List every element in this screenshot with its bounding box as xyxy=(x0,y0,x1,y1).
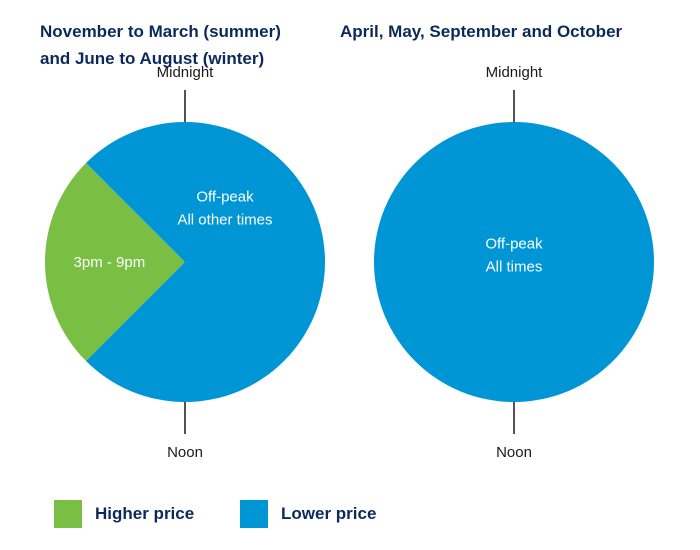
legend-label-lower: Lower price xyxy=(281,504,377,523)
slice-label-right-0-0: Off-peak xyxy=(485,236,543,253)
chart-title-right-line-1: April, May, September and October xyxy=(340,22,623,41)
pie-chart-right: Off-peak All times Midnight Noon xyxy=(374,64,654,461)
midnight-label-left: Midnight xyxy=(157,64,215,81)
noon-label-left: Noon xyxy=(167,444,203,461)
legend-label-higher: Higher price xyxy=(95,504,195,523)
slice-label-left-1-0: Off-peak xyxy=(196,189,254,206)
pie-slice-right-lower xyxy=(374,122,654,402)
chart-title-left-line-1: November to March (summer) xyxy=(40,22,281,41)
legend-swatch-higher xyxy=(54,500,82,528)
noon-label-right: Noon xyxy=(496,444,532,461)
legend-swatch-lower xyxy=(240,500,268,528)
pie-charts: 3pm - 9pm Off-peak All other times Midnight… xyxy=(45,64,654,461)
pie-slice-left-lower xyxy=(86,121,325,402)
pie-slice-left-higher xyxy=(45,163,185,361)
legend-item-lower: Lower price xyxy=(240,500,376,528)
chart-title-right: April, May, September and October xyxy=(340,18,622,45)
pie-chart-left: 3pm - 9pm Off-peak All other times Midnight… xyxy=(45,64,325,461)
slice-label-left-0-0: 3pm - 9pm xyxy=(74,254,146,271)
chart-title-left: November to March (summer) and June to A… xyxy=(40,18,281,72)
slice-label-left-1-1: All other times xyxy=(177,212,272,229)
chart-title-left-line-2: and June to August (winter) xyxy=(40,49,265,68)
slice-label-right-0-1: All times xyxy=(486,259,543,276)
midnight-label-right: Midnight xyxy=(486,64,544,81)
legend-item-higher: Higher price xyxy=(54,500,194,528)
